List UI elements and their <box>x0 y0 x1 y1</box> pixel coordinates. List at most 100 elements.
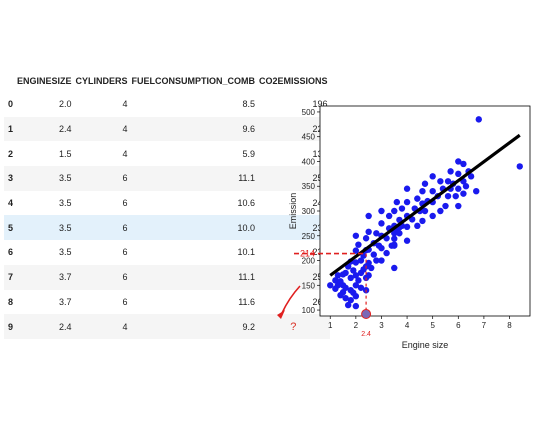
cell-enginesize: 2.4 <box>15 314 74 339</box>
cell-enginesize: 1.5 <box>59 148 72 159</box>
cell-cylinders: 6 <box>73 215 130 241</box>
data-point <box>357 257 365 264</box>
data-point <box>342 269 349 277</box>
cell-cylinders: 6 <box>122 296 128 307</box>
data-point <box>403 237 411 244</box>
regression-line <box>329 133 521 277</box>
data-point <box>352 232 360 239</box>
data-point <box>419 187 426 195</box>
data-point <box>373 230 380 237</box>
data-point <box>444 192 452 200</box>
data-point <box>460 190 467 197</box>
cell-cylinders: 6 <box>122 247 128 258</box>
data-point <box>444 178 452 185</box>
data-point <box>370 251 377 258</box>
data-point <box>467 173 475 180</box>
cell-enginesize: 3.5 <box>15 215 74 241</box>
data-point <box>355 277 362 284</box>
data-point <box>442 202 449 210</box>
cell-cylinders: 4 <box>122 99 128 110</box>
row-index: 8 <box>8 296 14 307</box>
y-tick-label: 500 <box>302 108 316 117</box>
y-tick-label: 100 <box>302 306 316 315</box>
cell-fuel: 11.1 <box>129 264 258 290</box>
data-point <box>429 212 436 220</box>
data-point <box>429 187 436 195</box>
data-point <box>342 284 349 291</box>
data-point <box>352 282 360 289</box>
data-point <box>365 259 372 267</box>
table-row: 2 1.5 4 5.9 136 <box>4 141 330 166</box>
row-index: 5 <box>4 215 16 241</box>
table-row-highlighted: 5 3.5 6 10.0 230 <box>4 215 330 241</box>
x-tick-label: 7 <box>482 321 487 330</box>
data-point <box>365 272 372 279</box>
data-point <box>352 247 360 254</box>
column-header-enginesize: ENGINESIZE <box>17 76 72 86</box>
cell-fuel: 10.6 <box>237 198 256 209</box>
cell-co2: 255 <box>257 166 330 191</box>
row-index: 0 <box>8 99 14 110</box>
data-point <box>414 222 421 230</box>
cell-cylinders: 4 <box>73 314 130 339</box>
scatter-chart: 100 150 200 250 300 350 400 450 500 1 2 3 4 5 6 7 8 214… <box>288 105 531 350</box>
data-point <box>455 170 462 178</box>
table-row: 6 3.5 6 10.1 232 <box>4 240 330 265</box>
x-tick-label: 1 <box>328 321 333 330</box>
data-point <box>403 185 411 192</box>
data-point <box>437 207 444 215</box>
data-point <box>352 292 360 300</box>
data-point <box>403 198 411 206</box>
annotation-y-label: 214 <box>300 249 315 259</box>
y-tick-label: 150 <box>302 281 316 290</box>
data-point <box>452 192 459 200</box>
column-header-co2emissions: CO2EMISSIONS <box>259 76 328 86</box>
data-point <box>437 178 444 185</box>
data-point <box>455 158 462 165</box>
cell-fuel: 8.5 <box>242 99 256 110</box>
data-point <box>332 277 339 284</box>
table-row: 7 3.7 6 11.1 255 <box>4 264 330 290</box>
table-header-row: ENGINESIZE CYLINDERS FUELCONSUMPTION_COM… <box>4 70 330 92</box>
query-point <box>361 309 372 320</box>
data-point <box>391 235 398 242</box>
table-row: 3 3.5 6 11.1 255 <box>4 166 330 191</box>
data-point <box>429 173 436 180</box>
data-point <box>473 187 480 195</box>
y-tick-label: 400 <box>302 157 316 166</box>
row-index: 6 <box>8 247 14 258</box>
data-point <box>475 116 482 123</box>
data-point <box>352 259 360 266</box>
cell-enginesize: 3.5 <box>59 198 72 209</box>
data-point <box>460 160 467 168</box>
cell-cylinders: 4 <box>122 148 128 159</box>
y-tick-label: 350 <box>302 182 316 191</box>
annotation-x-label: 2.4 <box>361 331 371 338</box>
y-axis-label: Emission <box>288 193 298 230</box>
table-row: 9 2.4 4 9.2 ? <box>4 314 330 339</box>
data-point <box>391 207 398 215</box>
data-point <box>347 274 354 282</box>
cell-cylinders: 6 <box>73 166 130 191</box>
cell-enginesize: 3.5 <box>15 166 74 191</box>
cell-fuel: 11.6 <box>238 296 256 307</box>
x-tick-label: 4 <box>405 321 410 330</box>
y-tick-label: 300 <box>302 207 316 216</box>
data-point <box>378 257 385 264</box>
data-points <box>327 116 523 310</box>
row-index: 9 <box>4 314 16 339</box>
data-point <box>378 207 385 215</box>
data-point <box>385 212 393 220</box>
data-point <box>462 183 470 190</box>
table-row: 4 3.5 6 10.6 244 <box>4 191 330 216</box>
y-tick-label: 250 <box>302 232 316 241</box>
cell-enginesize: 3.5 <box>59 247 72 258</box>
data-point <box>447 168 454 175</box>
data-point <box>516 163 523 170</box>
data-point <box>403 223 411 231</box>
cell-enginesize: 2.0 <box>59 99 72 110</box>
data-point <box>357 284 365 291</box>
y-tick-label: 450 <box>302 133 316 142</box>
data-point <box>344 301 352 309</box>
y-axis-ticks: 100 150 200 250 300 350 400 450 500 <box>302 108 320 315</box>
